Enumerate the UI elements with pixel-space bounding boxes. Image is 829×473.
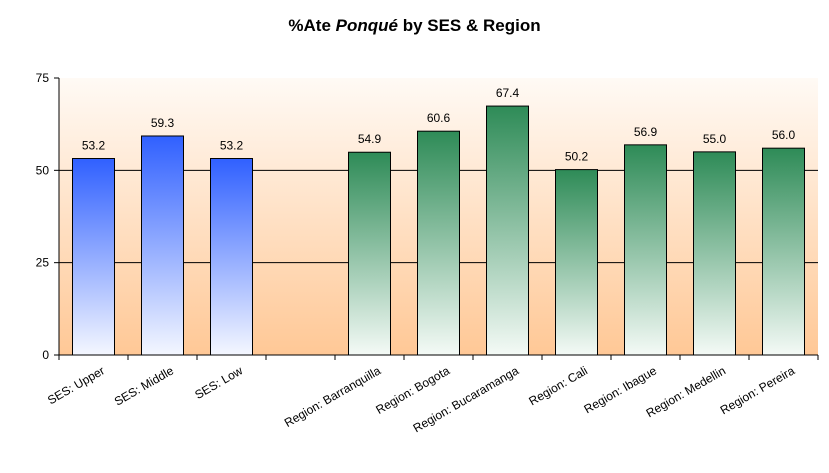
data-label: 50.2 [565,150,589,164]
data-label: 55.0 [703,132,727,146]
bar [72,158,115,356]
bar [348,151,391,356]
chart-title-product: Ponqué [335,16,398,35]
x-tick-label: SES: Upper [45,363,107,407]
data-label: 53.2 [220,139,244,153]
bar [555,169,598,356]
bar [141,135,184,356]
chart-title-suffix: by SES & Region [397,16,541,35]
x-tick-label: SES: Low [192,363,245,402]
chart-title-prefix: %Ate [288,16,336,35]
bar [210,158,253,356]
data-label: 53.2 [82,139,106,153]
data-label: 56.0 [772,128,796,142]
data-label: 60.6 [427,111,451,125]
bar [693,151,736,356]
bar [486,105,529,356]
bar [762,147,805,356]
chart-title: %Ate Ponqué by SES & Region [0,16,829,36]
data-label: 56.9 [634,125,658,139]
bar [417,130,460,356]
y-tick-label: 75 [36,71,50,85]
bar [624,144,667,356]
x-tick-label: SES: Middle [112,363,176,408]
data-label: 67.4 [496,86,520,100]
data-label: 54.9 [358,132,382,146]
data-label: 59.3 [151,116,175,130]
x-tick-label: Region: Cali [526,363,590,408]
x-tick-label: Region: Pereira [718,363,797,417]
x-tick-label: Region: Barranquilla [282,363,383,430]
y-tick-label: 50 [36,163,50,177]
y-tick-label: 25 [36,256,50,270]
y-tick-label: 0 [42,348,49,362]
